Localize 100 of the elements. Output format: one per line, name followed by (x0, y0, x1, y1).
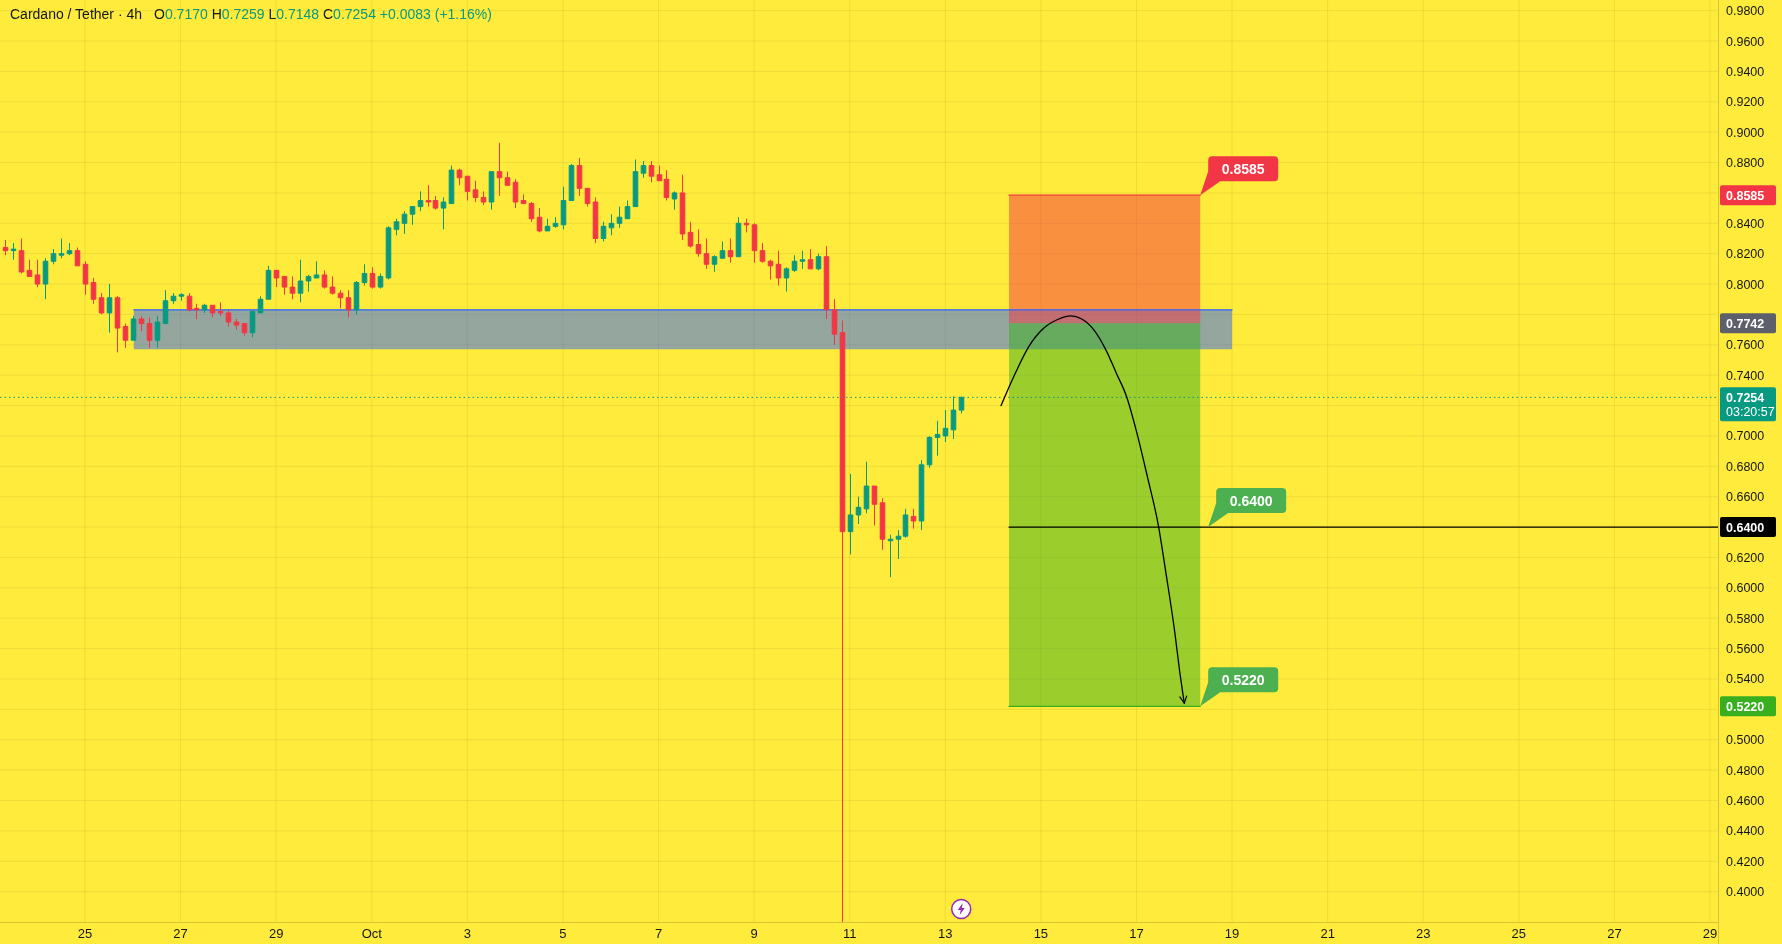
candlestick (735, 216, 742, 258)
candlestick (417, 190, 424, 212)
candlestick (632, 158, 639, 208)
candlestick (98, 292, 105, 315)
annotation: 0.6400 (1229, 492, 1273, 509)
annotation: 0.8585 (1221, 160, 1265, 177)
candlestick (265, 265, 272, 300)
text: 0.6400 (1726, 520, 1765, 535)
candlestick (66, 242, 73, 256)
candlestick (568, 163, 575, 201)
y-tick-label: 0.5600 (1726, 642, 1765, 657)
candlestick (273, 269, 280, 288)
candlestick (624, 200, 631, 220)
candlestick (26, 259, 33, 277)
candlestick (401, 210, 408, 235)
candlestick (225, 309, 232, 328)
x-tick-label: 11 (842, 926, 857, 941)
candlestick (114, 295, 121, 353)
candlestick (727, 237, 734, 264)
candlestick (385, 225, 392, 280)
candlestick (233, 318, 240, 331)
y-tick-label: 0.4600 (1726, 793, 1765, 808)
candlestick (711, 254, 718, 273)
candlestick (2, 239, 9, 256)
text: 0.8585 (1726, 188, 1765, 203)
y-tick-label: 0.9800 (1726, 4, 1765, 19)
candlestick (488, 171, 495, 211)
candlestick (902, 508, 909, 539)
candlestick (170, 292, 177, 305)
x-tick-label: 7 (654, 926, 663, 941)
candlestick (154, 315, 161, 349)
candlestick (910, 508, 917, 530)
candlestick (201, 303, 208, 314)
candlestick (942, 409, 949, 443)
candlestick (823, 245, 830, 320)
candlestick (353, 280, 360, 315)
candlestick (687, 221, 694, 249)
candlestick (592, 196, 599, 244)
text: O0.7170 H0.7259 L0.7148 C0.7254 +0.0083 (+1.16%) (154, 6, 492, 22)
candlestick (90, 277, 97, 305)
candlestick (719, 241, 726, 259)
x-tick-label: 15 (1033, 926, 1049, 941)
candlestick (855, 496, 862, 525)
x-tick-label: 5 (559, 926, 567, 941)
candlestick (751, 222, 758, 264)
y-tick-label: 0.4000 (1726, 885, 1765, 900)
candlestick (249, 310, 256, 338)
y-tick-label: 0.5400 (1726, 672, 1765, 687)
candlestick (616, 206, 623, 229)
candlestick (767, 259, 774, 280)
candlestick (241, 323, 248, 337)
candlestick (217, 301, 224, 317)
y-tick-label: 0.6800 (1726, 459, 1765, 474)
x-tick-label: 25 (77, 926, 93, 941)
candlestick (162, 289, 169, 325)
candlestick (847, 473, 854, 555)
y-tick-label: 0.6000 (1726, 581, 1765, 596)
candlestick (926, 435, 933, 469)
candlestick (759, 242, 766, 264)
candlestick (863, 461, 870, 514)
candlestick (409, 206, 416, 226)
candlestick (783, 266, 790, 293)
candlestick (536, 207, 543, 233)
candlestick (74, 247, 81, 267)
candlestick (918, 459, 925, 531)
candlestick (887, 534, 894, 578)
candlestick (799, 250, 806, 270)
y-tick-label: 0.8000 (1726, 277, 1765, 292)
x-tick-label: 17 (1129, 926, 1144, 941)
candlestick (895, 529, 902, 560)
candlestick (512, 178, 519, 209)
candlestick (138, 315, 145, 332)
candlestick (82, 260, 89, 296)
y-tick-label: 0.9600 (1726, 34, 1765, 49)
candlestick (146, 316, 153, 349)
y-tick-label: 0.4200 (1726, 854, 1765, 869)
candlestick (257, 295, 264, 314)
y-tick-label: 0.8800 (1726, 156, 1765, 171)
x-tick-label: 13 (938, 926, 953, 941)
candlestick (42, 257, 49, 300)
candlestick (743, 218, 750, 233)
y-tick-label: 0.9400 (1726, 64, 1765, 79)
candlestick (297, 259, 304, 303)
candlestick (448, 165, 455, 205)
y-tick-label: 0.4400 (1726, 824, 1765, 839)
candlestick (544, 218, 551, 232)
candlestick (640, 160, 647, 179)
candlestick (871, 485, 878, 527)
candlestick (648, 160, 655, 183)
candlestick (831, 298, 838, 346)
candlestick (456, 168, 463, 186)
candlestick (425, 184, 432, 208)
candlestick (656, 165, 663, 182)
y-tick-label: 0.4800 (1726, 763, 1765, 778)
y-tick-label: 0.6200 (1726, 550, 1765, 565)
y-tick-label: 0.7600 (1726, 338, 1765, 353)
candlestick (560, 186, 567, 230)
candlestick (520, 193, 527, 205)
x-tick-label: 19 (1224, 926, 1240, 941)
candlestick (281, 275, 288, 296)
